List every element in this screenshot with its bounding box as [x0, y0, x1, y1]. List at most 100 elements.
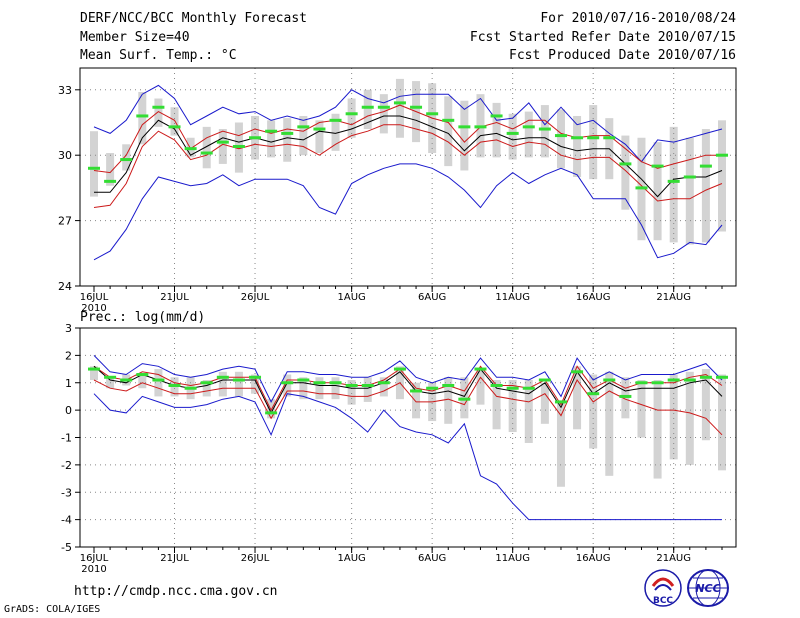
median-mark [667, 179, 680, 183]
median-mark [458, 125, 471, 129]
y-tick-label: 3 [65, 322, 72, 335]
series-max-line [93, 355, 723, 403]
median-mark [506, 131, 519, 135]
y-tick-label: -5 [61, 541, 72, 554]
plot-frame [79, 67, 737, 287]
median-mark [506, 386, 519, 390]
x-tick-label: 26JUL [241, 292, 270, 303]
median-mark [313, 127, 326, 131]
median-mark [200, 151, 213, 155]
y-tick-label: 0 [65, 404, 72, 417]
median-mark [474, 367, 487, 371]
median-mark [152, 378, 165, 382]
x-tick-label: 11AUG [495, 553, 530, 564]
median-mark [426, 386, 439, 390]
median-mark [458, 397, 471, 401]
range-box [476, 369, 485, 405]
median-mark [232, 378, 245, 382]
range-box [637, 380, 646, 438]
range-box [669, 374, 678, 460]
median-mark [184, 147, 197, 151]
range-box [621, 135, 630, 210]
x-tick-label: 6AUG [418, 553, 446, 564]
x-tick-label: 16AUG [576, 553, 611, 564]
range-box [718, 120, 726, 232]
median-mark [232, 144, 245, 148]
range-box [701, 369, 710, 441]
median-mark [635, 186, 648, 190]
range-box [363, 377, 372, 402]
y-tick-label: 30 [58, 149, 72, 162]
median-mark [249, 136, 262, 140]
fcst-produced-date: Fcst Produced Date 2010/07/16 [509, 48, 736, 63]
y-tick-label: -3 [61, 486, 72, 499]
median-mark [683, 378, 696, 382]
range-box [556, 109, 565, 169]
median-mark [313, 381, 326, 385]
range-box [685, 371, 694, 465]
range-box [315, 377, 324, 400]
median-mark [603, 378, 616, 382]
median-mark [377, 381, 390, 385]
median-mark [329, 381, 342, 385]
median-mark [281, 381, 294, 385]
median-mark [136, 114, 149, 118]
median-mark [120, 378, 133, 382]
median-mark [393, 101, 406, 105]
median-mark [297, 378, 310, 382]
median-mark [104, 375, 117, 379]
median-mark [571, 370, 584, 374]
range-box [589, 374, 598, 449]
x-tick-label: 21AUG [656, 553, 691, 564]
ncc-logo: NCC [687, 569, 729, 607]
range-box [589, 105, 598, 180]
range-box [106, 153, 115, 186]
range-box [90, 131, 98, 197]
series-spread_low-line [93, 376, 723, 436]
median-mark [297, 125, 310, 129]
median-mark [184, 386, 197, 390]
source-url[interactable]: http://cmdp.ncc.cma.gov.cn [74, 584, 278, 599]
median-mark [522, 125, 535, 129]
median-mark [490, 383, 503, 387]
median-mark [136, 373, 149, 377]
median-mark [603, 136, 616, 140]
y-tick-label: -1 [61, 432, 72, 445]
median-mark [426, 112, 439, 116]
x-tick-label: 21AUG [656, 292, 691, 303]
range-box [379, 94, 388, 134]
ncc-logo-text: NCC [695, 582, 720, 595]
x-tick-label: 16JUL [80, 292, 109, 303]
series-spread_low-line [93, 124, 723, 208]
range-box [218, 129, 227, 164]
median-mark [716, 375, 728, 379]
series-spread_high-line [93, 365, 723, 412]
median-mark [522, 386, 535, 390]
y-tick-label: 1 [65, 377, 72, 390]
median-mark [104, 179, 117, 183]
range-box [202, 126, 211, 169]
range-box [556, 401, 565, 487]
median-mark [716, 153, 728, 157]
range-box [524, 111, 533, 158]
range-box [653, 142, 662, 241]
median-mark [120, 158, 133, 162]
median-mark [619, 162, 632, 166]
variable-label: Mean Surf. Temp.: °C [80, 48, 237, 63]
median-mark [249, 375, 262, 379]
range-box [138, 91, 147, 145]
y-tick-label: -4 [61, 514, 72, 527]
median-mark [490, 114, 503, 118]
range-box [363, 89, 372, 130]
median-mark [345, 383, 358, 387]
range-box [540, 105, 549, 158]
grads-credit: GrADS: COLA/IGES [4, 604, 101, 615]
x-tick-year-label: 2010 [81, 564, 106, 575]
y-tick-label: 27 [58, 215, 72, 228]
median-mark [554, 400, 567, 404]
range-box [395, 78, 404, 138]
range-box [331, 377, 340, 400]
range-box [653, 380, 662, 479]
range-box [718, 374, 726, 471]
